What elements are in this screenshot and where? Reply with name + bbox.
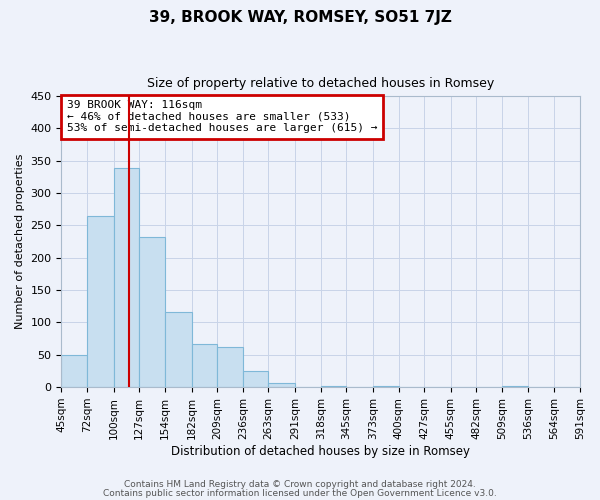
Bar	[165, 312, 191, 387]
Bar	[502, 386, 528, 387]
Bar	[243, 371, 268, 387]
Text: 39 BROOK WAY: 116sqm
← 46% of detached houses are smaller (533)
53% of semi-deta: 39 BROOK WAY: 116sqm ← 46% of detached h…	[67, 100, 377, 134]
Text: Contains public sector information licensed under the Open Government Licence v3: Contains public sector information licen…	[103, 489, 497, 498]
Bar	[321, 386, 346, 387]
Bar	[139, 237, 165, 387]
Bar	[217, 347, 243, 387]
Bar	[373, 386, 398, 387]
Bar	[87, 216, 113, 387]
X-axis label: Distribution of detached houses by size in Romsey: Distribution of detached houses by size …	[171, 444, 470, 458]
Bar	[268, 382, 295, 387]
Text: Contains HM Land Registry data © Crown copyright and database right 2024.: Contains HM Land Registry data © Crown c…	[124, 480, 476, 489]
Text: 39, BROOK WAY, ROMSEY, SO51 7JZ: 39, BROOK WAY, ROMSEY, SO51 7JZ	[149, 10, 451, 25]
Bar	[61, 354, 87, 387]
Bar	[113, 168, 139, 387]
Y-axis label: Number of detached properties: Number of detached properties	[15, 154, 25, 329]
Bar	[191, 344, 217, 387]
Title: Size of property relative to detached houses in Romsey: Size of property relative to detached ho…	[147, 78, 494, 90]
